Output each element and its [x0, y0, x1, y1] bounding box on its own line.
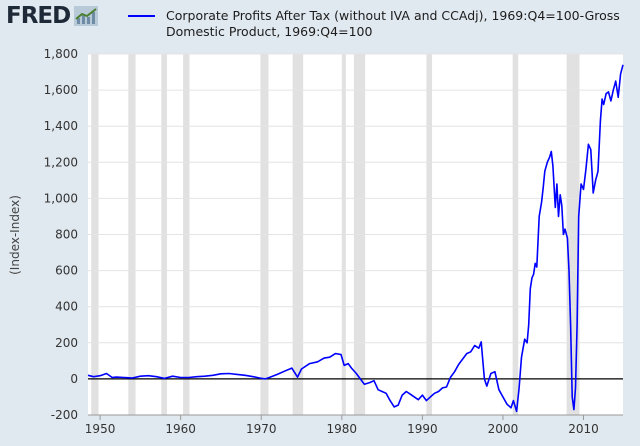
- y-tick-label: 600: [55, 264, 78, 278]
- x-tick-label: 1980: [327, 422, 358, 436]
- y-tick-label: 400: [55, 300, 78, 314]
- x-tick-label: 2010: [568, 422, 599, 436]
- grid-lines: [88, 53, 623, 416]
- y-axis-title: (Index-Index): [8, 195, 22, 275]
- y-tick-label: 1,000: [44, 191, 78, 205]
- y-tick-label: -200: [51, 408, 78, 422]
- chart-header: FRED Corporate Profits After Tax (withou…: [0, 0, 640, 50]
- y-tick-label: 200: [55, 336, 78, 350]
- y-tick-label: 0: [70, 372, 78, 386]
- x-tick-label: 1950: [85, 422, 116, 436]
- legend-swatch: [128, 15, 155, 17]
- fred-logo[interactable]: FRED: [6, 3, 99, 29]
- x-tick-label: 1990: [407, 422, 438, 436]
- series-line-corporate-profits-gdp: [87, 64, 624, 413]
- y-tick-label: 1,200: [44, 155, 78, 169]
- chart-line-icon: [74, 6, 99, 26]
- y-tick-label: 1,800: [44, 47, 78, 61]
- y-axis-tick-labels: -200 0 200 400 600 800 1,000 1,200 1,400 1,600 1,8…: [44, 47, 78, 422]
- x-tick-label: 2000: [488, 422, 519, 436]
- y-tick-label: 1,400: [44, 119, 78, 133]
- x-tick-label: 1960: [165, 422, 196, 436]
- y-tick-label: 1,600: [44, 83, 78, 97]
- x-tick-label: 1970: [246, 422, 277, 436]
- fred-logo-text: FRED: [6, 3, 71, 29]
- x-axis-tick-labels: 1950 1960 1970 1980 1990 2000 2010: [85, 415, 599, 436]
- legend-series-label: Corporate Profits After Tax (without IVA…: [166, 8, 620, 39]
- y-tick-label: 800: [55, 228, 78, 242]
